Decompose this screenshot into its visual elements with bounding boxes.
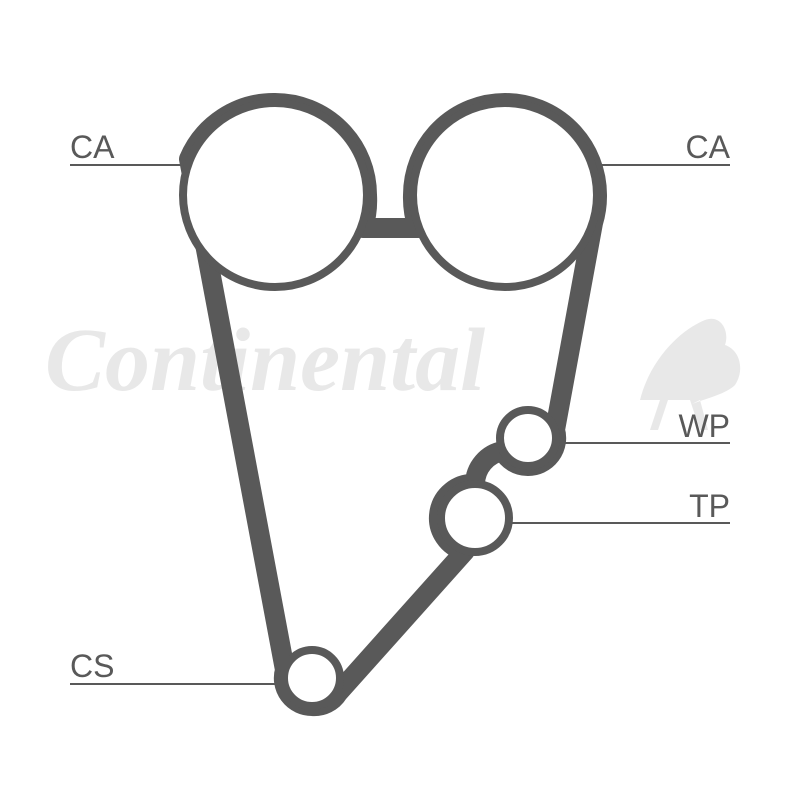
leader-lines [70,165,730,684]
watermark: Continental [45,311,740,430]
belt-routing-diagram: Continental CA CA WP TP CS [0,0,800,800]
watermark-text: Continental [45,311,485,410]
label-ca_right: CA [686,129,731,165]
label-wp: WP [678,408,730,444]
pulley-tp [441,484,509,552]
label-cs: CS [70,648,114,684]
pulley-cs [284,650,340,706]
pulley-ca_left [183,103,367,287]
pulley-wp [500,410,556,466]
label-ca_left: CA [70,129,115,165]
pulley-ca_right [413,103,597,287]
label-tp: TP [689,488,730,524]
